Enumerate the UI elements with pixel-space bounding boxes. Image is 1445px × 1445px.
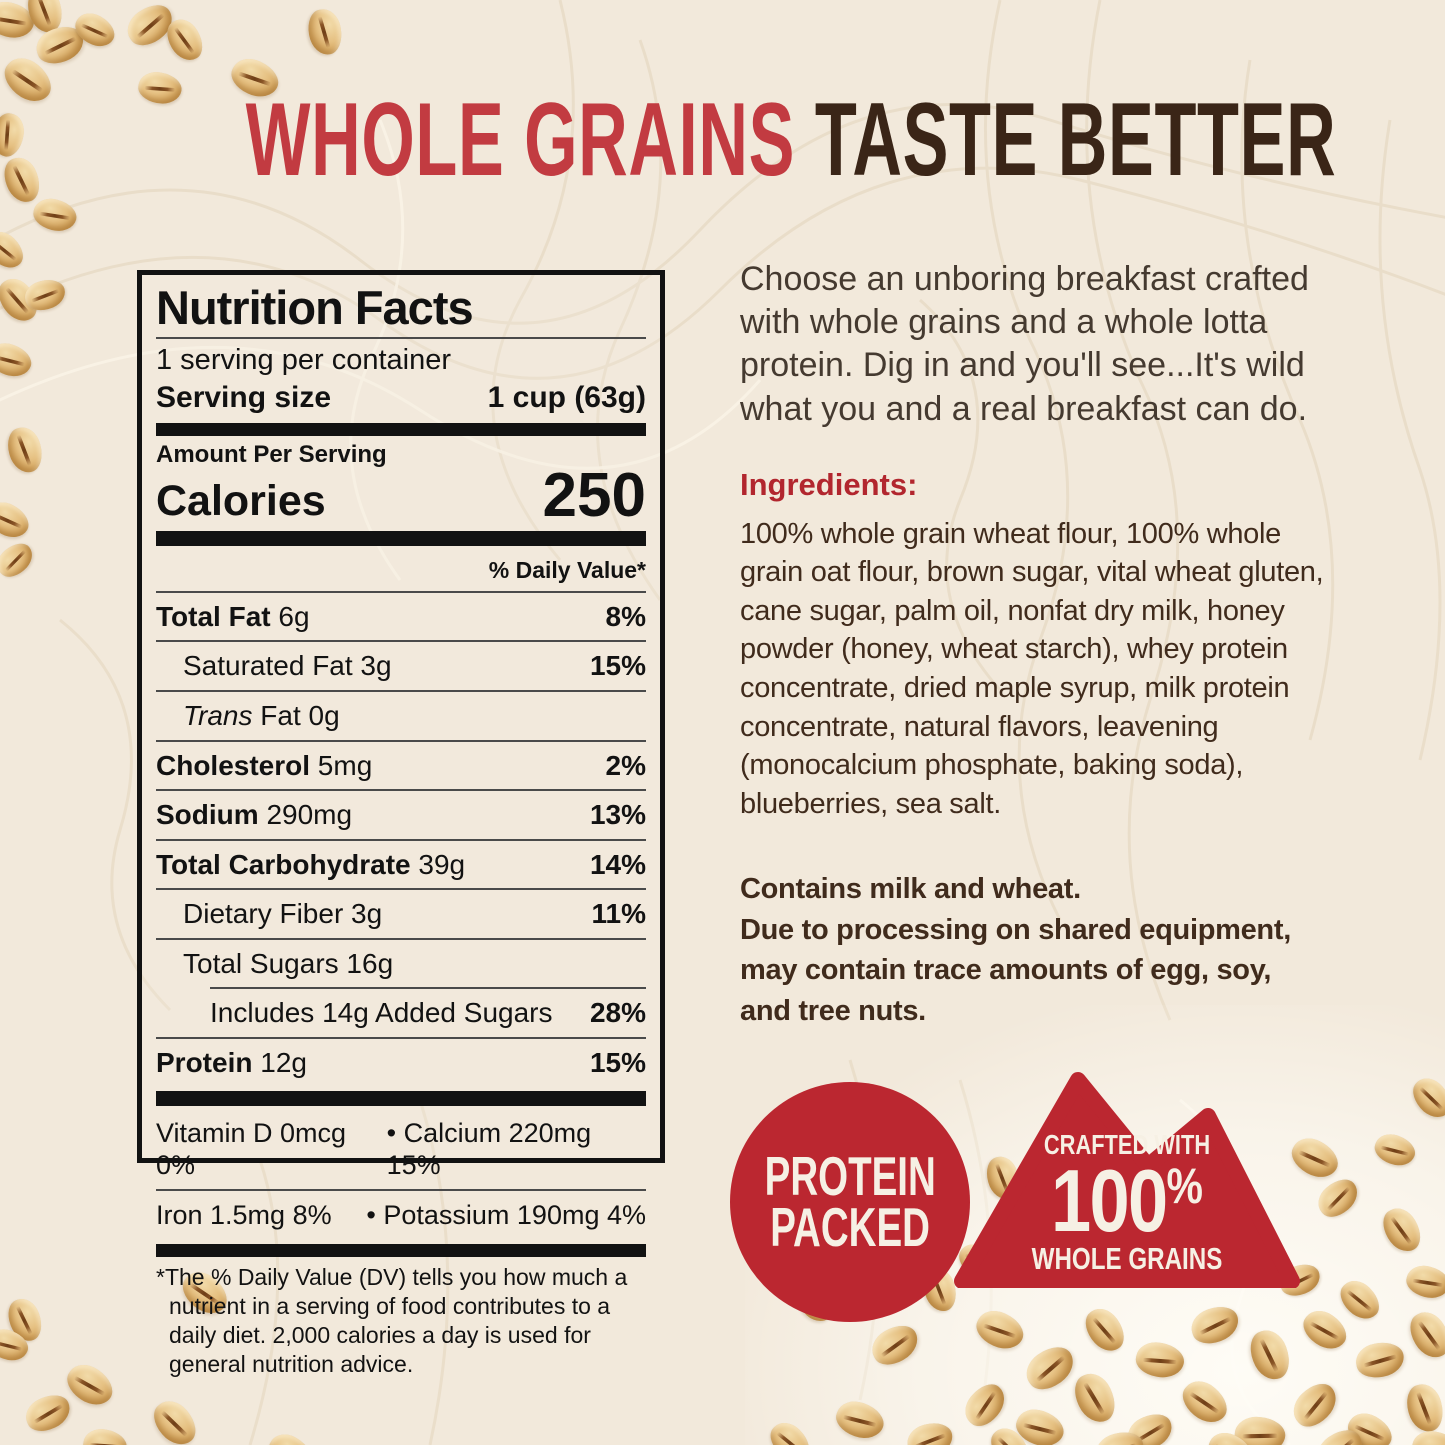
divider bbox=[156, 1037, 646, 1040]
mountain-icon bbox=[954, 1072, 1300, 1288]
oat-flake bbox=[146, 1393, 204, 1445]
oat-flake bbox=[0, 111, 27, 159]
oat-flake bbox=[136, 69, 184, 107]
thick-divider bbox=[156, 1243, 646, 1257]
thick-divider bbox=[156, 1090, 646, 1106]
divider bbox=[156, 937, 646, 940]
badge-text: PROTEIN bbox=[764, 1144, 936, 1207]
title-dark-part: TASTE BETTER bbox=[814, 82, 1337, 198]
percent-sign: % bbox=[1166, 1158, 1203, 1215]
marketing-copy: Choose an unboring breakfast crafted wit… bbox=[740, 258, 1340, 1032]
divider bbox=[156, 640, 646, 643]
micronutrient-row: Iron 1.5mg 8% • Potassium 190mg 4% bbox=[156, 1200, 646, 1231]
intro-paragraph: Choose an unboring breakfast crafted wit… bbox=[740, 260, 1309, 428]
nutrient-row: Total Carbohydrate 39g 14% bbox=[156, 848, 646, 880]
nutrition-facts-label: Nutrition Facts 1 serving per container … bbox=[137, 270, 665, 1377]
oat-flake bbox=[305, 6, 345, 58]
oat-flake bbox=[0, 495, 35, 545]
nutrient-row: Total Sugars 16g bbox=[183, 947, 394, 979]
badge-text-value: 100% bbox=[1051, 1151, 1203, 1251]
divider bbox=[156, 789, 646, 792]
nutrient-row: Saturated Fat 3g 15% bbox=[183, 650, 646, 682]
nutrition-facts-title: Nutrition Facts bbox=[156, 281, 474, 334]
nutrient-row: Dietary Fiber 3g 11% bbox=[183, 898, 646, 930]
nutrient-row: Includes 14g Added Sugars 28% bbox=[210, 997, 646, 1029]
badge-text-suffix: WHOLE GRAINS bbox=[1031, 1240, 1223, 1276]
bullet-separator: • bbox=[386, 1117, 397, 1148]
oat-flake bbox=[60, 1357, 120, 1413]
divider bbox=[156, 888, 646, 891]
oat-flake bbox=[0, 338, 36, 382]
oat-flake bbox=[20, 1388, 76, 1438]
thick-divider bbox=[156, 530, 646, 546]
thick-divider bbox=[156, 422, 646, 436]
nutrient-row: Sodium 290mg 13% bbox=[156, 799, 646, 831]
oat-flake bbox=[30, 194, 80, 236]
oat-flake bbox=[263, 1427, 317, 1445]
oat-flake bbox=[0, 537, 39, 583]
nutrient-row: Trans Fat 0g bbox=[183, 699, 340, 731]
serving-size-label: Serving size bbox=[156, 380, 332, 414]
calories-label: Calories bbox=[156, 476, 326, 525]
oat-flake bbox=[0, 153, 45, 207]
divider bbox=[156, 689, 646, 692]
serving-size-row: Serving size 1 cup (63g) bbox=[156, 380, 646, 416]
badge-text: PACKED bbox=[770, 1196, 930, 1258]
divider bbox=[156, 1189, 646, 1192]
oat-flake bbox=[0, 225, 30, 275]
divider bbox=[156, 590, 646, 593]
nutrient-row: Cholesterol 5mg 2% bbox=[156, 749, 646, 781]
ingredients-heading: Ingredients: bbox=[740, 466, 918, 502]
oat-flake bbox=[81, 1426, 129, 1445]
divider bbox=[156, 336, 646, 339]
badge-text-prefix: CRAFTED WITH bbox=[1043, 1129, 1211, 1160]
divider bbox=[210, 987, 646, 990]
bullet-separator: • bbox=[366, 1200, 376, 1231]
protein-packed-badge: PROTEIN PACKED bbox=[730, 1082, 970, 1322]
calories-value: 250 bbox=[542, 460, 646, 530]
daily-value-header: % Daily Value* bbox=[488, 556, 646, 583]
oat-flake bbox=[3, 423, 47, 477]
divider bbox=[156, 739, 646, 742]
whole-grains-badge: CRAFTED WITH 100% WHOLE GRAINS bbox=[952, 1068, 1302, 1288]
micronutrient-row: Vitamin D 0mcg 0% • Calcium 220mg 15% bbox=[156, 1117, 592, 1181]
title-red-part: WHOLE GRAINS bbox=[245, 82, 796, 198]
serving-size-value: 1 cup (63g) bbox=[487, 380, 646, 414]
page-title: WHOLE GRAINS TASTE BETTER bbox=[246, 88, 1336, 192]
ingredients-list: 100% whole grain wheat flour, 100% whole… bbox=[740, 517, 1324, 820]
allergen-statement: Contains milk and wheat. bbox=[740, 873, 1081, 906]
nutrient-row: Protein 12g 15% bbox=[156, 1047, 646, 1079]
allergen-trace-statement: Due to processing on shared equipment, m… bbox=[740, 913, 1291, 1027]
daily-value-footnote: *The % Daily Value (DV) tells you how mu… bbox=[156, 1263, 628, 1377]
servings-per-container: 1 serving per container bbox=[156, 343, 451, 376]
nutrient-row: Total Fat 6g 8% bbox=[156, 600, 646, 632]
calories-row: Calories 250 bbox=[156, 460, 646, 530]
divider bbox=[156, 838, 646, 841]
amount-per-serving: Amount Per Serving bbox=[156, 440, 387, 468]
